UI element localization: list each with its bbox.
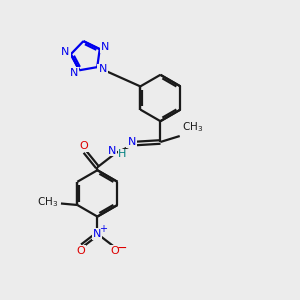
- Text: H: H: [118, 149, 127, 160]
- Text: O: O: [110, 246, 119, 256]
- Text: CH$_3$: CH$_3$: [182, 120, 203, 134]
- Text: N: N: [107, 146, 116, 156]
- Text: O: O: [79, 141, 88, 152]
- Text: N: N: [98, 64, 107, 74]
- Text: N: N: [128, 137, 136, 147]
- Text: +: +: [99, 224, 107, 234]
- Text: N: N: [101, 42, 109, 52]
- Text: CH$_3$: CH$_3$: [38, 195, 58, 209]
- Text: N: N: [61, 47, 70, 57]
- Text: O: O: [76, 246, 85, 256]
- Text: −: −: [116, 242, 127, 255]
- Text: N: N: [70, 68, 78, 78]
- Text: N: N: [93, 229, 102, 239]
